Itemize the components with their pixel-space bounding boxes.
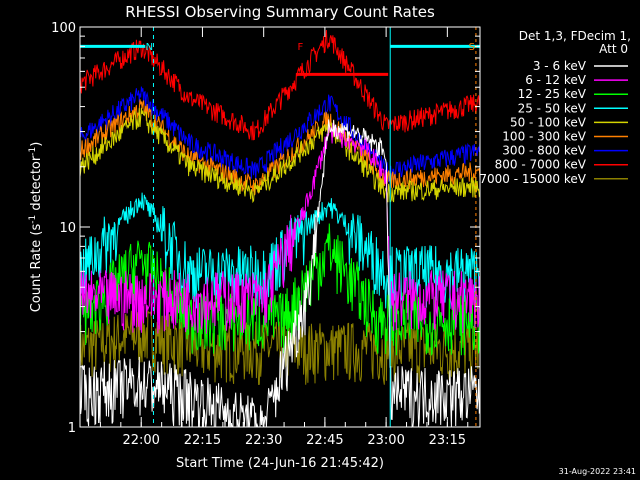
y-axis-label: Count Rate (s-1 detector-1) [28, 142, 44, 313]
legend-entry-label-4: 50 - 100 keV [510, 115, 587, 129]
y-axis-label-sup1: -1 [28, 215, 38, 224]
legend-entry-label-1: 6 - 12 keV [525, 73, 587, 87]
y-axis-label-main: Count Rate (s [29, 224, 44, 313]
timestamp: 31-Aug-2022 23:41 [559, 467, 636, 476]
legend-entry-label-0: 3 - 6 keV [533, 59, 587, 73]
y-tick-label-0: 100 [51, 21, 76, 36]
annotation-label-0: N [146, 42, 153, 53]
annotation-label-1: F [298, 42, 304, 53]
chart-title: RHESSI Observing Summary Count Rates [125, 3, 435, 21]
legend-entry-label-5: 100 - 300 keV [502, 130, 586, 144]
legend-entry-label-8: 7000 - 15000 keV [479, 172, 586, 186]
series-line-0 [79, 119, 481, 428]
x-tick-label-2: 22:30 [245, 433, 282, 448]
y-tick-label-2: 1 [68, 421, 76, 436]
series-line-4 [79, 107, 481, 204]
x-tick-label-0: 22:00 [122, 433, 159, 448]
x-axis-label: Start Time (24-Jun-16 21:45:42) [176, 456, 384, 471]
x-tick-label-1: 22:15 [184, 433, 221, 448]
series-lines [79, 29, 481, 428]
legend-entry-label-7: 800 - 7000 keV [495, 158, 587, 172]
legend-header-1: Det 1,3, FDecim 1, [519, 29, 631, 43]
x-tick-label-4: 23:00 [367, 433, 404, 448]
y-axis-label-sup2: -1 [28, 147, 38, 156]
x-tick-label-3: 22:45 [306, 433, 343, 448]
x-tick-label-5: 23:15 [429, 433, 466, 448]
y-axis-label-mid: detector [29, 155, 44, 215]
y-tick-label-1: 10 [59, 221, 76, 236]
series-line-6 [79, 86, 481, 182]
legend-header-2: Att 0 [599, 42, 628, 56]
legend-entry-label-3: 25 - 50 keV [518, 101, 587, 115]
axis-ticks: 22:00 22:15 22:30 22:45 23:00 23:15 100 10 1 [51, 21, 480, 448]
series-line-7 [79, 29, 481, 141]
y-axis-label-end: ) [29, 142, 44, 147]
annotation-label-2: S [469, 42, 475, 53]
series-line-1 [79, 122, 481, 334]
legend-entry-label-2: 12 - 25 keV [518, 87, 587, 101]
legend-entry-label-6: 300 - 800 keV [502, 144, 586, 158]
